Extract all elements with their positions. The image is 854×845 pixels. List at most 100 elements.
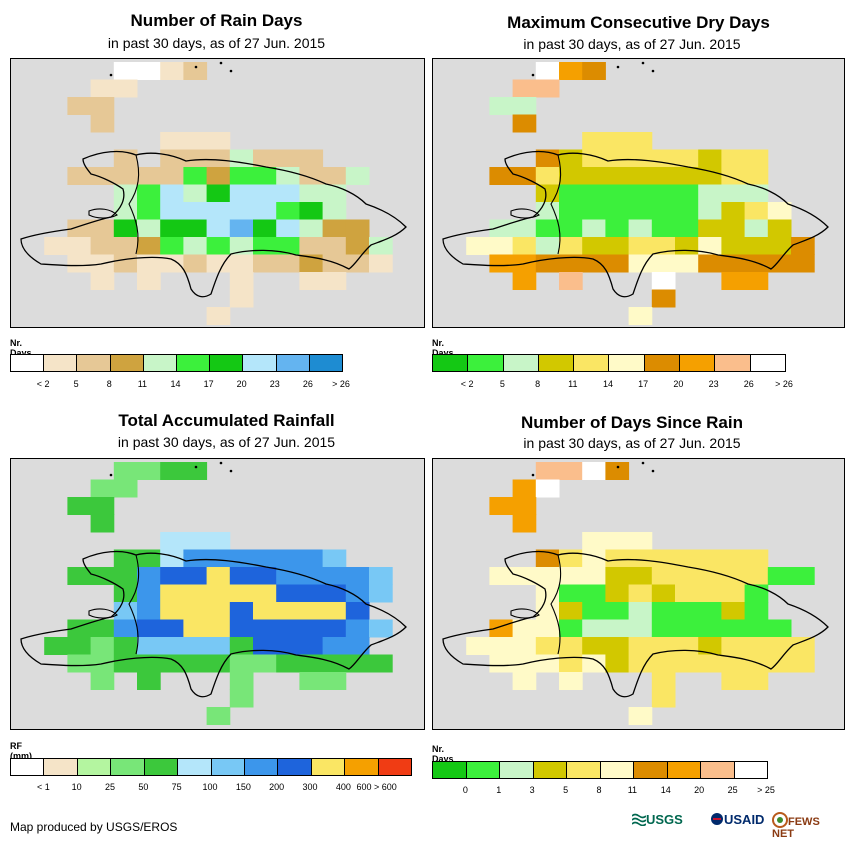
grid-cell [698,637,722,655]
grid-cell [651,619,676,638]
grid-cell [44,637,68,655]
grid-cell [206,202,231,220]
map-rain-days [10,58,425,328]
legend-label: 20 [694,785,705,795]
legend-swatch [468,355,504,371]
legend-swatch [378,759,412,775]
grid-cell [229,602,254,620]
grid-cell [698,254,722,273]
grid-cell [276,602,300,620]
grid-cell [137,184,161,203]
panel-title: Maximum Consecutive Dry Days [507,13,770,32]
grid-cell [253,237,277,255]
usaid-logo: USAID [710,812,764,827]
islet [229,69,233,73]
grid-cell [206,237,231,255]
grid-cell [489,237,514,255]
legend-label: 75 [171,782,182,792]
grid-cell [229,289,254,308]
grid-cell [605,132,630,150]
grid-cell [535,62,560,80]
grid-cell [582,149,606,168]
grid-cell [535,167,560,185]
grid-cell [253,149,277,168]
legend-label: 11 [568,379,578,389]
grid-cell [206,654,231,673]
grid-cell [559,272,583,290]
grid-cell [113,637,138,655]
legend-title: Nr. Days [432,744,454,764]
grid-cell [675,567,699,585]
grid-cell [744,637,769,655]
grid-cell [489,654,514,673]
grid-cell [582,202,606,220]
grid-cell [369,254,393,273]
grid-cell [183,637,208,655]
map-canvas [20,461,407,725]
legend-label: 8 [535,379,541,389]
legend-swatch [433,355,469,371]
grid-cell [767,619,792,638]
legend-swatch [680,355,716,371]
grid-cell [698,619,722,638]
grid-cell [160,62,184,80]
islet [531,473,535,477]
hispaniola-coastline [20,150,407,298]
grid-cell [160,567,184,585]
grid-cell [67,254,92,273]
grid-cell [67,567,92,585]
gonave-island [88,208,118,219]
grid-cell [206,567,231,585]
grid-cell [113,219,138,238]
grid-cell [322,549,347,568]
grid-cell [322,202,347,220]
grid-cell [767,654,792,673]
grid-cell [160,184,184,203]
grid-cell [582,637,606,655]
grid-cell [535,479,560,498]
grid-cell [466,637,490,655]
grid-cell [137,672,161,690]
usaid-text: USAID [724,812,765,827]
grid-cell [605,584,630,603]
grid-cell [744,254,769,273]
grid-cell [160,132,184,150]
grid-cell [137,254,161,273]
legend-swatch [538,355,575,371]
grid-cell [535,237,560,255]
grid-cell [559,254,583,273]
grid-cell [512,619,537,638]
grid-cell [90,619,115,638]
legend-swatch [144,759,179,775]
islet [194,65,198,69]
grid-cell [744,619,769,638]
grid-cell [698,549,722,568]
grid-cell [489,567,514,585]
grid-cell [582,237,606,255]
grid-cell [744,654,769,673]
legend-bar [10,758,412,776]
legend-label: 11 [137,379,148,389]
grid-cell [744,184,769,203]
legend-label: < 1 [36,782,50,792]
grid-cell [721,567,746,585]
grid-cell [651,167,676,185]
legend-swatch [567,762,601,778]
grid-cell [137,462,161,480]
grid-cell [206,149,231,168]
grid-cell [229,254,254,273]
hispaniola-coastline [442,150,829,298]
grid-cell [559,549,583,568]
islet [531,73,535,77]
grid-cell [90,479,115,498]
grid-cell [489,254,514,273]
grid-cell [299,584,324,603]
legend-label: > 25 [757,785,775,795]
legend-label: 0 [462,785,468,795]
grid-cell [651,654,676,673]
grid-cell [253,254,277,273]
grid-cell [559,462,583,480]
grid-cell [299,549,324,568]
grid-cell [628,219,653,238]
legend-labels: 0 1 3 5 8 11 14 20 25 > 25 [432,785,775,797]
